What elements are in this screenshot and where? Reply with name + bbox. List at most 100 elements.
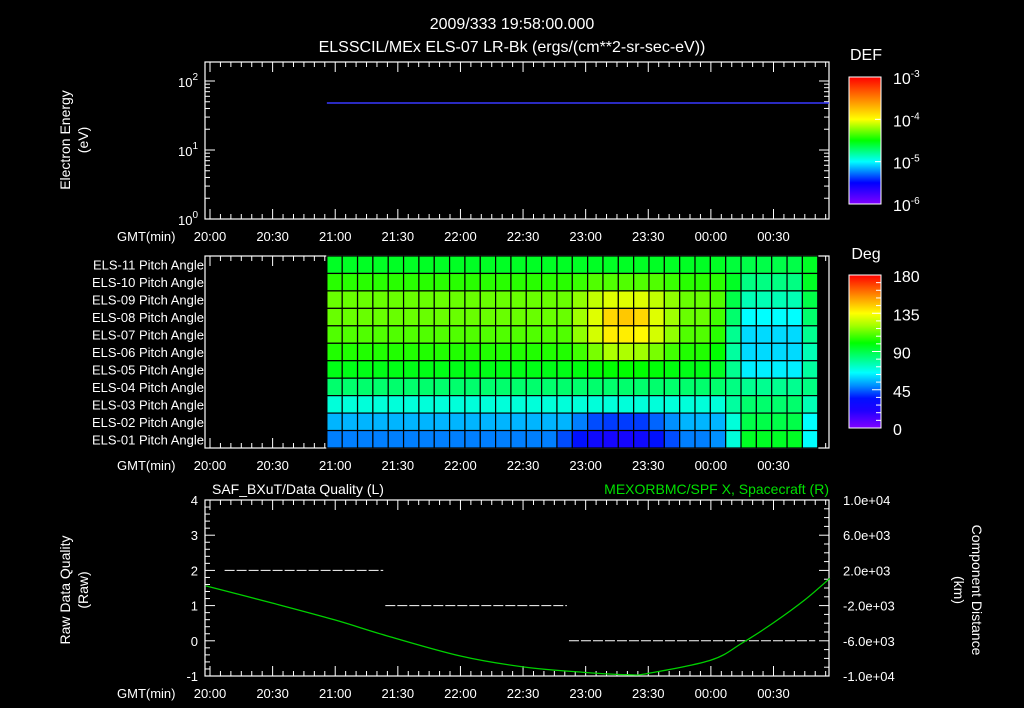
pitch-angle-cell	[525, 290, 543, 309]
pitch-angle-cell	[617, 342, 635, 362]
pitch-angle-cell	[356, 325, 374, 344]
time-tick-label: 22:00	[444, 458, 477, 473]
pitch-angle-cell	[633, 342, 650, 362]
pitch-angle-cell	[326, 412, 343, 432]
pitch-angle-cell	[633, 395, 650, 414]
time-tick-label: 23:30	[632, 458, 665, 473]
pitch-angle-cell	[510, 307, 527, 327]
panel1-ylabel: Electron Energy (eV)	[57, 90, 91, 190]
pitch-angle-cell	[571, 255, 589, 275]
pitch-angle-cell	[801, 395, 819, 414]
pitch-angle-cell	[372, 272, 389, 292]
pitch-angle-row-label: ELS-05 Pitch Angle	[92, 362, 204, 377]
pitch-angle-cell	[418, 342, 435, 362]
pitch-angle-cell	[341, 307, 359, 327]
pitch-angle-cell	[433, 325, 451, 344]
distance-tick-label: -2.0e+03	[843, 599, 895, 614]
pitch-angle-cell	[587, 429, 604, 449]
pitch-angle-cell	[448, 377, 466, 397]
pitch-angle-cell	[786, 290, 803, 309]
pitch-angle-cell	[433, 290, 451, 309]
pitch-angle-cell	[694, 307, 711, 327]
def-colorbar-tick-label: 10-6	[893, 196, 920, 215]
pitch-angle-cell	[725, 325, 742, 344]
pitch-angle-cell	[602, 272, 619, 292]
pitch-angle-cell	[433, 272, 451, 292]
pitch-angle-cell	[679, 412, 696, 432]
pitch-angle-cell	[510, 325, 527, 344]
pitch-angle-cell	[709, 255, 727, 275]
pitch-angle-cell	[771, 307, 788, 327]
pitch-angle-cell	[541, 325, 558, 344]
pitch-angle-cell	[479, 342, 497, 362]
time-tick-label: 23:30	[632, 686, 665, 701]
pitch-angle-cell	[571, 429, 589, 449]
pitch-angle-cell	[479, 325, 497, 344]
pitch-angle-cell	[617, 360, 635, 379]
pitch-angle-cell	[418, 360, 435, 379]
pitch-angle-cell	[326, 395, 343, 414]
pitch-angle-cell	[633, 255, 650, 275]
pitch-angle-cell	[679, 255, 696, 275]
pitch-angle-cell	[356, 360, 374, 379]
pitch-angle-cell	[356, 342, 374, 362]
pitch-angle-cell	[786, 429, 803, 449]
pitch-angle-cell	[448, 325, 466, 344]
pitch-angle-cell	[571, 272, 589, 292]
pitch-angle-cell	[402, 272, 420, 292]
pitch-angle-cell	[356, 290, 374, 309]
distance-tick-label: -6.0e+03	[843, 634, 895, 649]
pitch-angle-cell	[448, 360, 466, 379]
pitch-angle-cell	[587, 272, 604, 292]
pitch-angle-cell	[786, 325, 803, 344]
pitch-angle-cell	[740, 342, 757, 362]
pitch-angle-cell	[479, 395, 497, 414]
pitch-angle-cell	[510, 412, 527, 432]
pitch-angle-cell	[387, 272, 405, 292]
pitch-angle-cell	[341, 290, 359, 309]
pitch-angle-cell	[740, 412, 757, 432]
pitch-angle-cell	[464, 290, 481, 309]
pitch-angle-cell	[448, 307, 466, 327]
pitch-angle-cell	[648, 325, 665, 344]
pitch-angle-cell	[617, 395, 635, 414]
quality-tick-label: 2	[191, 563, 198, 578]
pitch-angle-cell	[510, 360, 527, 379]
pitch-angle-row-label: ELS-01 Pitch Angle	[92, 432, 204, 447]
pitch-angle-cell	[495, 395, 512, 414]
pitch-angle-cell	[679, 395, 696, 414]
pitch-angle-cell	[755, 377, 773, 397]
pitch-angle-cell	[771, 395, 788, 414]
pitch-angle-cell	[755, 360, 773, 379]
spacecraft-x-distance-line	[205, 577, 831, 676]
pitch-angle-cell	[418, 290, 435, 309]
time-tick-label: 22:30	[507, 458, 540, 473]
pitch-angle-cell	[387, 412, 405, 432]
pitch-angle-cell	[341, 377, 359, 397]
pitch-angle-cell	[356, 307, 374, 327]
pitch-angle-cell	[709, 429, 727, 449]
pitch-angle-row-label: ELS-09 Pitch Angle	[92, 293, 204, 308]
pitch-angle-cell	[433, 429, 451, 449]
pitch-angle-cell	[326, 342, 343, 362]
pitch-angle-cell	[464, 377, 481, 397]
pitch-angle-cell	[402, 342, 420, 362]
pitch-angle-cell	[495, 255, 512, 275]
pitch-angle-cell	[663, 360, 681, 379]
def-colorbar-tick-label: 10-3	[893, 69, 920, 88]
pitch-angle-cell	[326, 360, 343, 379]
pitch-angle-cell	[556, 360, 573, 379]
panel3-right-ylabel: Component Distance (km)	[951, 525, 985, 656]
pitch-angle-cell	[679, 342, 696, 362]
pitch-angle-row-label: ELS-02 Pitch Angle	[92, 415, 204, 430]
pitch-angle-cell	[633, 377, 650, 397]
pitch-angle-cell	[495, 429, 512, 449]
pitch-angle-cell	[725, 429, 742, 449]
pitch-angle-cell	[464, 429, 481, 449]
pitch-angle-cell	[648, 395, 665, 414]
pitch-angle-cell	[571, 325, 589, 344]
pitch-angle-cell	[341, 360, 359, 379]
pitch-angle-cell	[402, 429, 420, 449]
pitch-angle-cell	[801, 360, 819, 379]
pitch-angle-cell	[418, 429, 435, 449]
